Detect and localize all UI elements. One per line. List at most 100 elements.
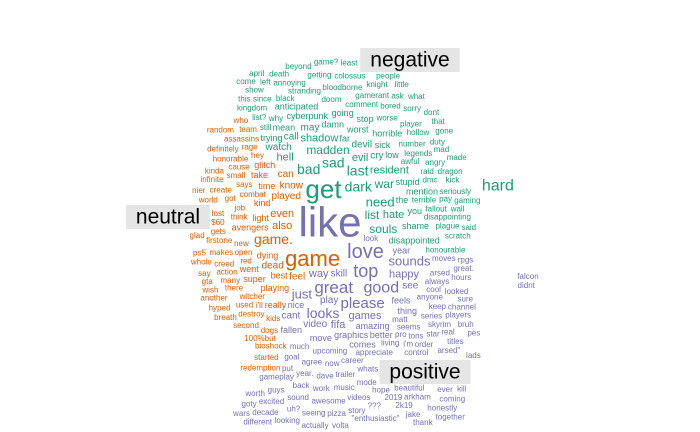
- word: seeing: [302, 408, 326, 417]
- word: kick: [446, 175, 461, 184]
- word: since: [253, 95, 272, 104]
- word: videos: [347, 393, 370, 402]
- word: pizza: [327, 409, 346, 418]
- word: dark: [345, 179, 373, 195]
- word: low: [385, 150, 399, 160]
- word: cyberpunk: [287, 111, 329, 121]
- word: disappointing: [424, 213, 471, 222]
- word: bloodborne: [322, 83, 363, 92]
- word: play: [320, 295, 338, 306]
- word: left: [260, 78, 271, 87]
- word: nice: [288, 300, 305, 310]
- word: now: [325, 359, 340, 368]
- word: whole: [190, 257, 212, 266]
- word: random: [207, 126, 234, 135]
- word: much: [290, 342, 310, 351]
- word: fifa: [331, 319, 347, 331]
- word: ever: [437, 385, 453, 394]
- word: video: [303, 319, 327, 330]
- word: gaming: [454, 196, 480, 205]
- word: made: [447, 153, 468, 162]
- word: kingdom: [237, 104, 268, 113]
- word: dying: [257, 251, 279, 261]
- word: fallen: [280, 325, 302, 335]
- word: kill: [457, 384, 467, 393]
- word: who: [233, 116, 249, 125]
- word: decade: [252, 408, 279, 417]
- word: shadow: [300, 132, 338, 144]
- word: terrible: [412, 196, 437, 205]
- word: anticipated: [275, 102, 319, 112]
- word: infinite: [200, 175, 224, 184]
- word: kinda: [205, 167, 225, 176]
- word: far: [340, 134, 351, 144]
- word: fallout: [425, 204, 447, 213]
- word: time: [258, 181, 275, 191]
- word: wish: [201, 285, 218, 294]
- word: way: [308, 268, 329, 280]
- word: started: [254, 353, 278, 362]
- word: excited: [259, 397, 284, 406]
- word: mad: [434, 145, 450, 154]
- word: worst: [346, 125, 369, 135]
- word: glitch: [254, 160, 275, 170]
- word: living: [381, 339, 399, 348]
- word: comes: [349, 339, 376, 349]
- word: looks: [307, 305, 340, 321]
- word: goty: [242, 399, 257, 408]
- word: skyrim: [428, 320, 451, 329]
- word: damn: [321, 120, 344, 130]
- word: great.: [453, 264, 473, 273]
- word: nier: [192, 186, 206, 195]
- word: job: [233, 203, 245, 212]
- group-label-box: [360, 48, 460, 72]
- word: devil: [352, 139, 373, 150]
- word: see: [402, 281, 419, 292]
- word: war: [374, 177, 394, 191]
- word: action: [216, 268, 237, 277]
- word: need: [366, 195, 395, 210]
- word: love: [347, 241, 384, 263]
- word: look: [364, 234, 380, 243]
- group-label-box: [125, 205, 211, 229]
- word: angry: [425, 158, 445, 167]
- word: game: [285, 246, 340, 271]
- word: hate: [383, 209, 404, 221]
- word: gone: [435, 127, 453, 136]
- word: you: [407, 206, 422, 216]
- word: least: [341, 59, 359, 68]
- word: witcher: [239, 292, 266, 301]
- word: game?: [314, 57, 339, 66]
- word: sad: [322, 154, 345, 170]
- word: firstone: [206, 236, 233, 245]
- word: 100%but: [244, 334, 276, 343]
- word: wall: [450, 205, 465, 214]
- word: beautiful: [394, 384, 424, 393]
- word: gameplay: [259, 373, 294, 382]
- word: legends: [404, 149, 432, 158]
- word: going: [332, 108, 354, 118]
- word: many: [221, 276, 241, 285]
- word: glad: [190, 231, 205, 240]
- word: happy: [389, 269, 419, 281]
- word: looking: [275, 416, 300, 425]
- word: moves: [432, 254, 456, 263]
- word: hope: [372, 386, 390, 395]
- word: creed: [214, 259, 234, 268]
- word: played: [271, 191, 300, 202]
- word: souls: [369, 222, 397, 236]
- word: think: [231, 212, 249, 221]
- word: series: [421, 312, 442, 321]
- word: channel: [448, 303, 476, 312]
- word: list?: [252, 113, 267, 122]
- word: put: [282, 364, 294, 373]
- word: feel: [289, 272, 305, 283]
- word: breath: [214, 313, 237, 322]
- word: tons: [408, 332, 423, 341]
- word: come: [236, 77, 256, 86]
- word: say: [198, 269, 210, 278]
- word: plague: [435, 222, 460, 231]
- word: honourable: [425, 245, 466, 254]
- word: please: [340, 295, 384, 312]
- word: control: [404, 348, 428, 357]
